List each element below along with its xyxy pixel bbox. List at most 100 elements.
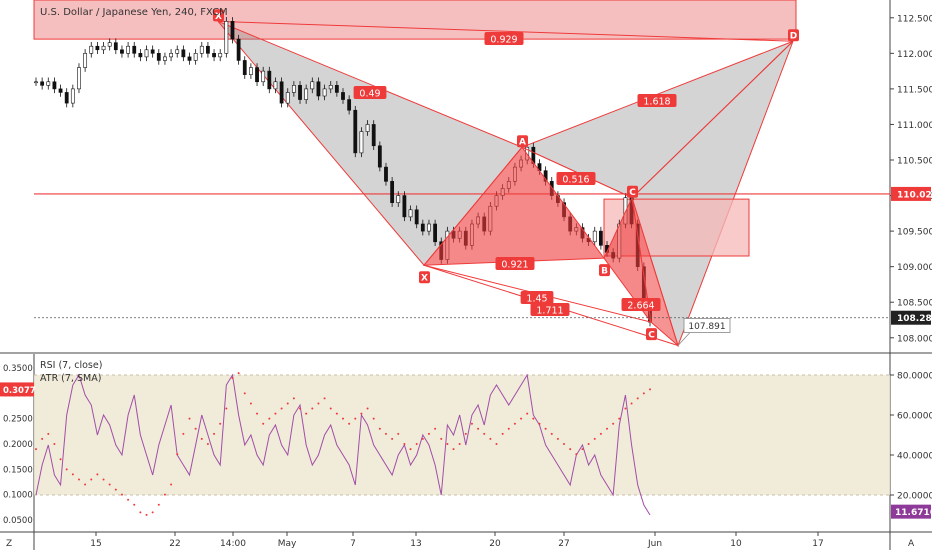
rsi-value-tag: 11.6716 [895,508,932,518]
candle-body [347,99,352,111]
rsi-tick-label: 40.0000 [897,452,932,462]
candle-body [40,81,45,86]
atr-point [65,468,68,471]
atr-point [556,437,559,440]
candle-body [150,49,155,54]
candle-body [212,53,216,58]
time-tick-label: 17 [812,539,823,549]
candle-body [52,81,57,90]
candle-body [175,49,180,54]
candle-body [144,49,149,58]
atr-point [495,443,498,445]
right-axis-corner-label: A [908,539,915,549]
atr-point [231,377,234,380]
atr-point [391,437,394,440]
atr-point [163,493,166,496]
candle-body [113,42,118,51]
atr-point [53,443,56,445]
candle-body [371,124,376,147]
time-tick-label: 13 [410,539,421,549]
atr-point [311,407,314,410]
atr-point [458,443,461,445]
price-tick-label: 111.500 [897,85,932,95]
atr-point [636,397,639,400]
atr-point [299,407,302,410]
atr-point [305,412,308,415]
target-callout-pointer [677,332,691,346]
ratio-label: 1.711 [536,306,563,317]
rsi-tick-label: 20.0000 [897,492,932,502]
atr-point [342,417,344,420]
ratio-label-box [530,303,570,316]
atr-point [606,427,609,430]
atr-point [513,422,516,425]
candle-body [377,145,382,168]
atr-point [145,513,148,516]
atr-point [563,443,566,445]
candle-body [273,81,278,90]
candle-body [181,49,186,58]
candle-body [236,38,241,61]
candle-body [156,53,161,61]
ratio-label-box [637,94,677,107]
ratio-label-box [484,32,524,45]
atr-point [587,443,590,445]
candle-body [89,45,94,54]
candle-body [255,67,259,83]
ratio-label: 0.929 [490,35,517,46]
price-tick-label: 112.500 [897,14,932,24]
candle-body [427,223,431,232]
atr-point [194,427,197,430]
time-tick-label: 10 [730,539,742,549]
time-tick-label: 15 [90,539,101,549]
atr-point [59,458,62,461]
atr-point [292,397,295,400]
atr-point [397,432,400,435]
atr-point [532,417,535,420]
atr-point [213,432,216,435]
atr-point [120,493,123,496]
candle-body [83,53,88,68]
atr-point [526,412,529,415]
atr-point [329,407,332,410]
pattern-xd-line [217,20,794,42]
candle-body [402,195,407,218]
point-label-box [419,271,430,284]
atr-point [550,432,553,435]
candle-body [199,45,204,54]
atr-point [133,503,136,506]
atr-point [256,412,259,415]
point-label-box [788,29,799,42]
atr-point [335,412,338,415]
ratio-label-box [495,257,535,270]
atr-point [47,432,50,435]
candle-body [304,88,309,100]
atr-point [360,412,363,415]
candle-body [390,181,395,203]
atr-point [268,417,271,420]
atr-tick-label: 0.1000 [3,491,33,501]
candle-body [365,124,370,132]
candle-body [193,53,198,61]
atr-point [612,422,615,425]
candle-body [322,88,327,97]
atr-point [354,417,357,420]
atr-value-tag: 0.3077 [3,386,36,396]
candle-body [34,81,38,84]
ratio-labels: 0.929 0.49 1.618 0.516 0.921 1.451.711 2.664 [353,32,677,317]
atr-point [421,437,424,440]
atr-point [464,432,467,435]
atr-point [176,453,179,456]
candle-body [267,70,272,90]
atr-point [569,448,572,451]
candle-body [414,209,419,225]
candle-body [408,209,413,218]
candle-body [101,45,106,51]
atr-point [206,443,209,445]
candle-body [230,21,235,40]
candle-body [420,223,425,232]
rsi-indicator-label[interactable]: RSI (7, close) [40,360,103,371]
ratio-label-box [353,86,387,99]
atr-indicator-label[interactable]: ATR (7, SMA) [40,373,102,384]
